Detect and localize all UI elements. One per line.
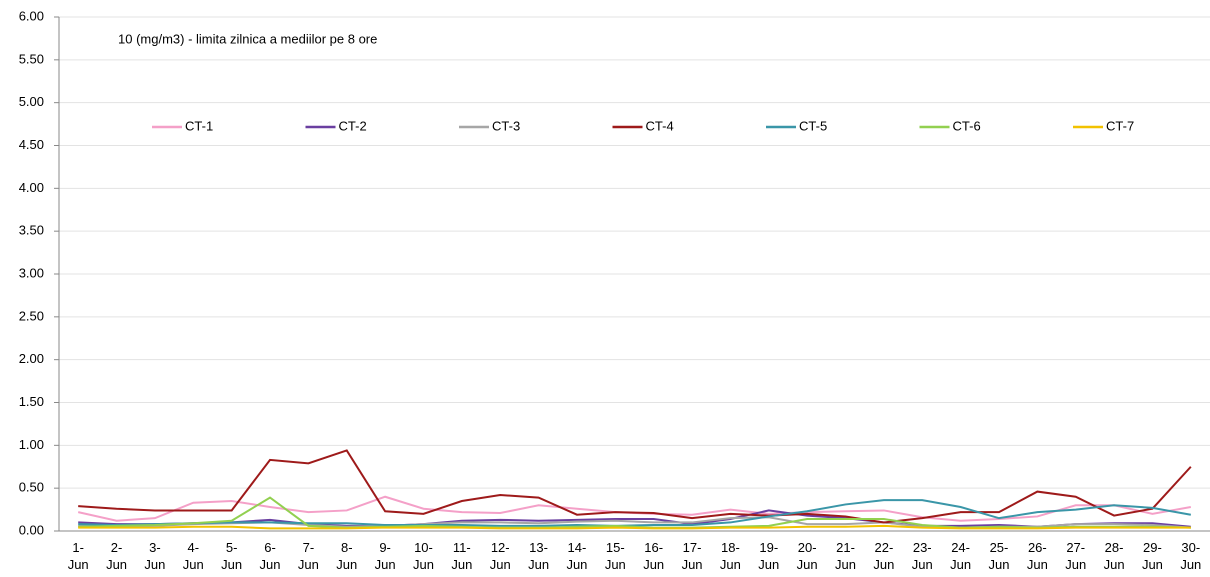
y-tick-label: 5.50	[19, 51, 44, 66]
x-tick-label: 16-Jun	[643, 540, 664, 572]
series-line	[78, 509, 1191, 528]
x-tick-label: 22-Jun	[873, 540, 894, 572]
x-tick-label: 24-Jun	[950, 540, 971, 572]
x-tick-label: 3-Jun	[144, 540, 165, 572]
y-tick-label: 4.00	[19, 180, 44, 195]
y-tick-label: 4.50	[19, 137, 44, 152]
x-tick-label: 14-Jun	[566, 540, 587, 572]
x-tick-label: 20-Jun	[797, 540, 818, 572]
series-line	[77, 495, 1191, 522]
legend-label: CT-2	[339, 118, 367, 133]
y-tick-label: 2.50	[19, 308, 44, 323]
series-line	[78, 449, 1192, 524]
x-tick-label: 25-Jun	[988, 540, 1009, 572]
series-line	[78, 499, 1191, 527]
legend-label: CT-6	[953, 118, 981, 133]
y-tick-label: 3.00	[19, 265, 44, 280]
x-tick-label: 2-Jun	[106, 540, 127, 572]
y-tick-label: 0.00	[19, 522, 44, 537]
series-line	[78, 524, 1191, 530]
x-tick-label: 28-Jun	[1104, 540, 1125, 572]
x-tick-label: 30-Jun	[1180, 540, 1201, 572]
x-tick-label: 5-Jun	[221, 540, 242, 572]
legend-label: CT-5	[799, 118, 827, 133]
y-tick-label: 6.00	[19, 8, 44, 23]
legend-label: CT-1	[185, 118, 213, 133]
x-tick-label: 6-Jun	[260, 540, 281, 572]
y-tick-label: 1.50	[19, 394, 44, 409]
x-tick-label: 11-Jun	[451, 540, 472, 572]
series-line	[78, 496, 1191, 529]
y-tick-label: 5.00	[19, 94, 44, 109]
y-tick-label: 3.50	[19, 223, 44, 238]
x-tick-label: 12-Jun	[490, 540, 511, 572]
annotation: 10 (mg/m3) - limita zilnica a mediilor p…	[118, 31, 377, 46]
x-tick-label: 17-Jun	[682, 540, 703, 572]
x-tick-label: 27-Jun	[1065, 540, 1086, 572]
legend-label: CT-4	[646, 118, 674, 133]
x-tick-label: 19-Jun	[758, 540, 779, 572]
y-tick-label: 2.00	[19, 351, 44, 366]
x-tick-label: 13-Jun	[528, 540, 549, 572]
legend-label: CT-3	[492, 118, 520, 133]
x-tick-label: 26-Jun	[1027, 540, 1048, 572]
y-tick-label: 0.50	[19, 480, 44, 495]
x-tick-label: 18-Jun	[720, 540, 741, 572]
x-tick-label: 23-Jun	[912, 540, 933, 572]
x-tick-label: 9-Jun	[375, 540, 396, 572]
x-tick-label: 21-Jun	[835, 540, 856, 572]
y-tick-label: 1.00	[19, 437, 44, 452]
x-tick-label: 8-Jun	[336, 540, 357, 572]
legend-label: CT-7	[1106, 118, 1134, 133]
x-tick-label: 10-Jun	[413, 540, 434, 572]
x-tick-label: 7-Jun	[298, 540, 319, 572]
x-tick-label: 4-Jun	[183, 540, 204, 572]
x-tick-label: 1-Jun	[68, 540, 89, 572]
x-tick-label: 29-Jun	[1142, 540, 1163, 572]
x-tick-label: 15-Jun	[605, 540, 626, 572]
